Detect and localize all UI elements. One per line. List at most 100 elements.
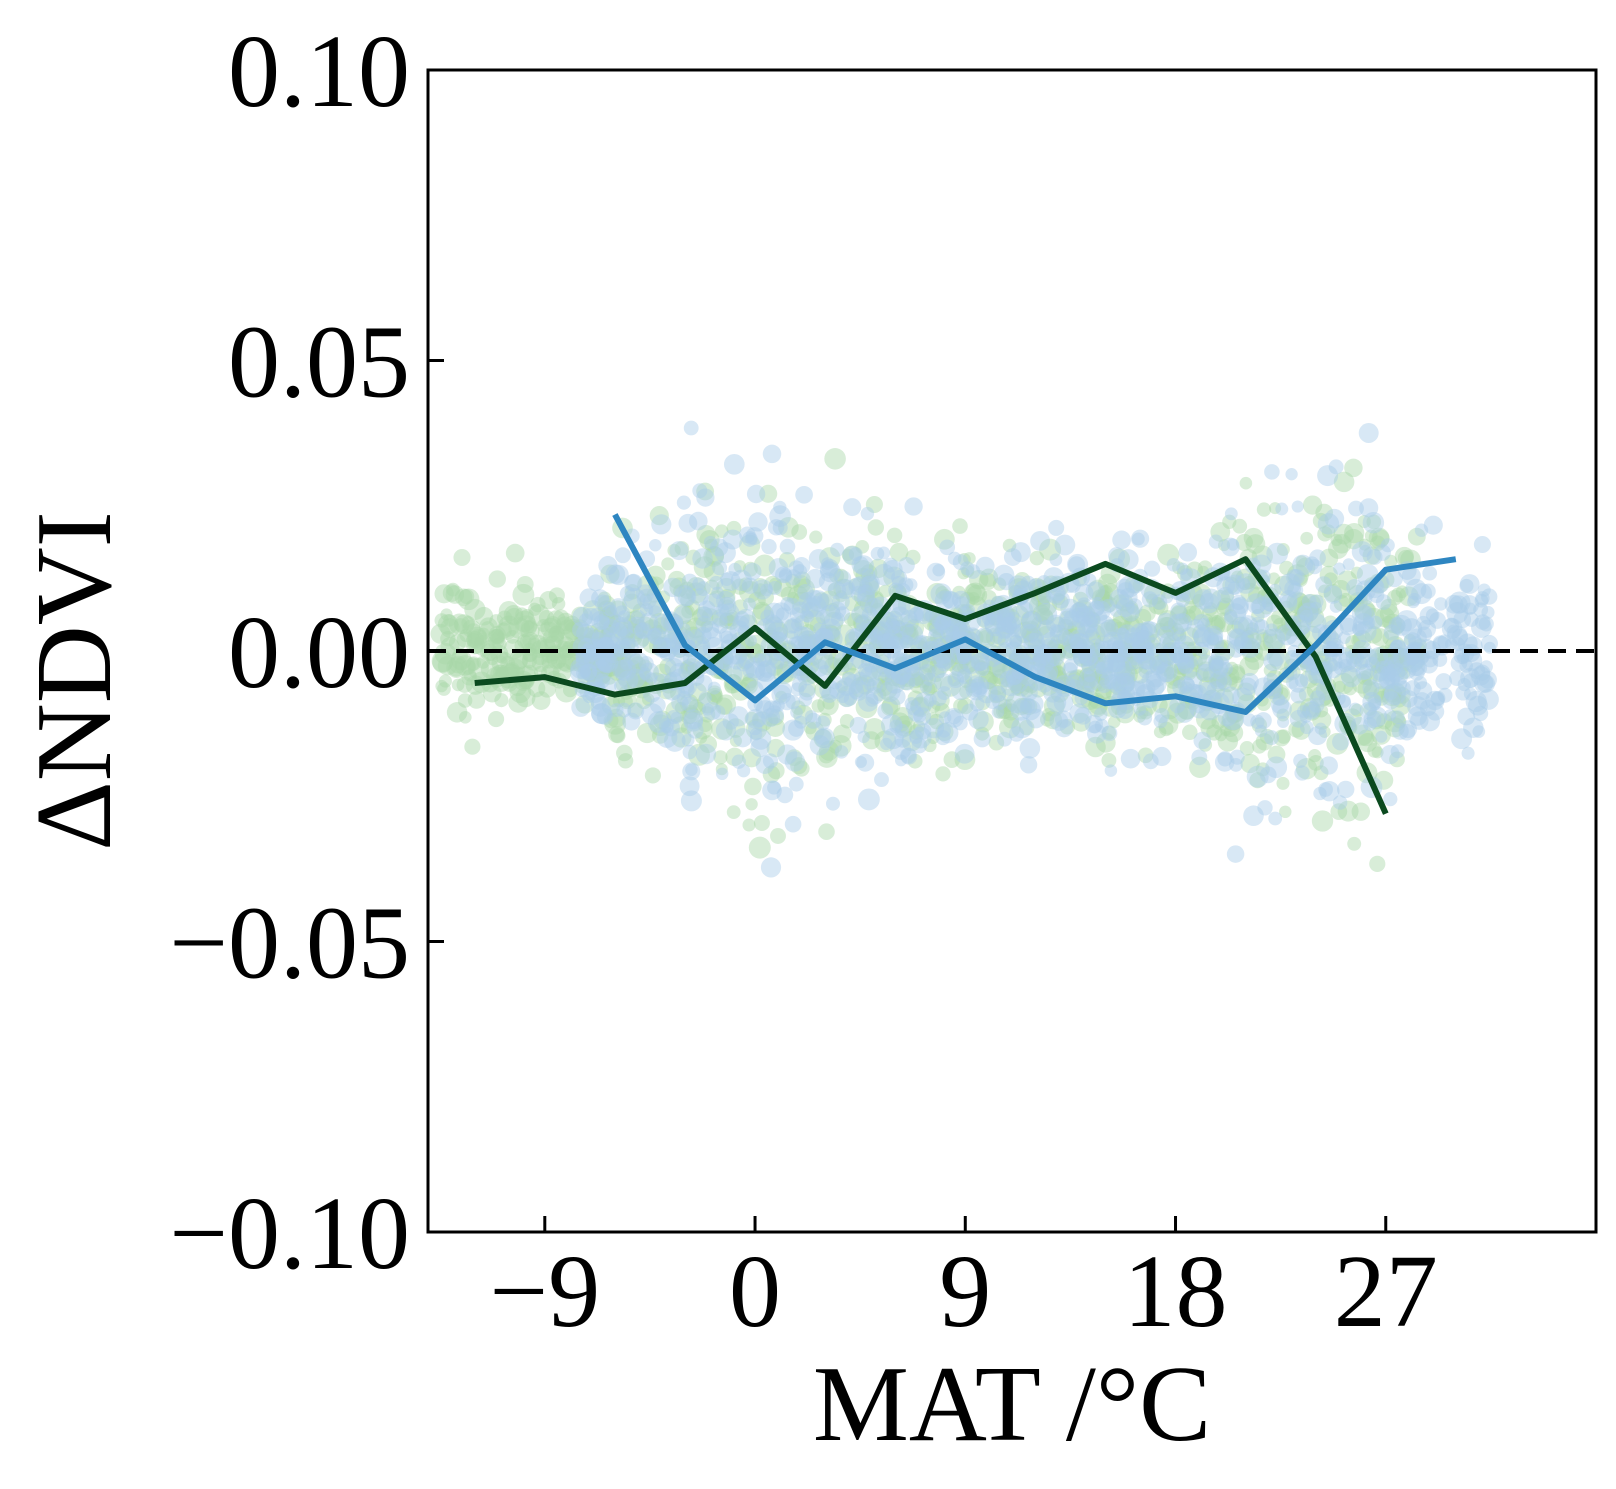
scatter-point [970, 676, 990, 696]
scatter-point [435, 679, 448, 693]
scatter-point [865, 693, 879, 707]
scatter-point [911, 666, 934, 688]
scatter-point [1249, 616, 1266, 633]
scatter-point [500, 655, 516, 671]
scatter-point [1267, 745, 1286, 764]
scatter-point [1112, 608, 1133, 629]
scatter-point [1159, 616, 1176, 633]
scatter-point [617, 753, 634, 769]
scatter-point [996, 609, 1014, 627]
scatter-point [480, 659, 500, 679]
scatter-point [923, 739, 937, 753]
scatter-point [1347, 836, 1362, 851]
scatter-point [1368, 615, 1383, 630]
scatter-point [556, 612, 575, 632]
scatter-point [1149, 655, 1168, 675]
scatter-point [1296, 557, 1316, 577]
scatter-point [867, 628, 883, 644]
scatter-point [1474, 593, 1489, 608]
scatter-point [1354, 651, 1371, 668]
scatter-point [544, 635, 562, 653]
scatter-point [1167, 702, 1189, 724]
scatter-point [912, 720, 926, 733]
scatter-point [527, 604, 550, 627]
scatter-point [1054, 719, 1074, 738]
scatter-point [1395, 585, 1409, 599]
scatter-point [1108, 649, 1127, 668]
scatter-point [933, 615, 948, 631]
scatter-point [1204, 614, 1226, 636]
scatter-point [956, 655, 977, 675]
scatter-point [639, 602, 654, 617]
scatter-point [877, 629, 890, 643]
scatter-point [531, 691, 551, 710]
scatter-point [988, 734, 1005, 751]
scatter-point [1059, 642, 1076, 659]
scatter-point [1299, 609, 1314, 624]
scatter-point [641, 703, 663, 725]
scatter-point [974, 662, 990, 677]
scatter-point [975, 726, 990, 741]
scatter-point [627, 702, 643, 718]
scatter-point [1263, 651, 1283, 671]
scatter-point [1362, 511, 1385, 534]
scatter-point [889, 688, 906, 706]
scatter-point [889, 719, 903, 734]
scatter-point [967, 591, 980, 605]
scatter-point [1279, 594, 1298, 612]
scatter-point [590, 696, 611, 717]
scatter-point [811, 699, 825, 713]
scatter-point [801, 601, 819, 620]
scatter-point [1107, 673, 1128, 694]
scatter-point [1329, 600, 1343, 613]
scatter-point [1076, 673, 1096, 694]
scatter-point [778, 569, 793, 583]
scatter-point [765, 705, 784, 724]
scatter-point [462, 619, 481, 638]
scatter-point [1166, 680, 1185, 698]
scatter-point [1384, 554, 1398, 568]
scatter-point [1251, 608, 1265, 623]
scatter-point [1040, 656, 1062, 678]
scatter-point [701, 703, 714, 716]
scatter-point [821, 557, 834, 570]
scatter-point [952, 620, 968, 637]
scatter-point [855, 696, 878, 719]
scatter-point [957, 697, 974, 715]
scatter-point [1455, 685, 1471, 701]
scatter-point [467, 691, 486, 709]
scatter-point [1008, 726, 1025, 742]
scatter-point [651, 727, 669, 744]
scatter-point [1208, 534, 1223, 549]
scatter-point [883, 557, 898, 573]
scatter-point [1384, 709, 1397, 722]
scatter-point [1297, 605, 1313, 621]
scatter-point [1341, 666, 1362, 688]
scatter-point [1406, 653, 1419, 666]
scatter-point [1125, 656, 1144, 675]
scatter-point [969, 696, 985, 712]
scatter-point [791, 601, 809, 619]
scatter-point [625, 573, 643, 592]
scatter-point [859, 580, 873, 595]
scatter-point [1307, 559, 1323, 575]
scatter-point [928, 628, 944, 644]
scatter-point [671, 694, 689, 712]
scatter-point [1201, 628, 1223, 650]
scatter-point [900, 747, 918, 765]
scatter-point [1123, 654, 1140, 672]
scatter-point [1235, 533, 1254, 552]
scatter-point [1240, 753, 1260, 774]
scatter-point [1212, 667, 1232, 686]
scatter-point [898, 556, 915, 574]
scatter-point [1349, 651, 1363, 665]
scatter-point [821, 686, 838, 703]
axis-ticks [428, 68, 1388, 1234]
scatter-point [674, 605, 693, 624]
scatter-point [1276, 729, 1291, 744]
scatter-point [659, 658, 677, 676]
scatter-point [1289, 700, 1311, 722]
scatter-point [1468, 662, 1486, 680]
scatter-point [819, 590, 840, 612]
scatter-point [848, 578, 861, 591]
